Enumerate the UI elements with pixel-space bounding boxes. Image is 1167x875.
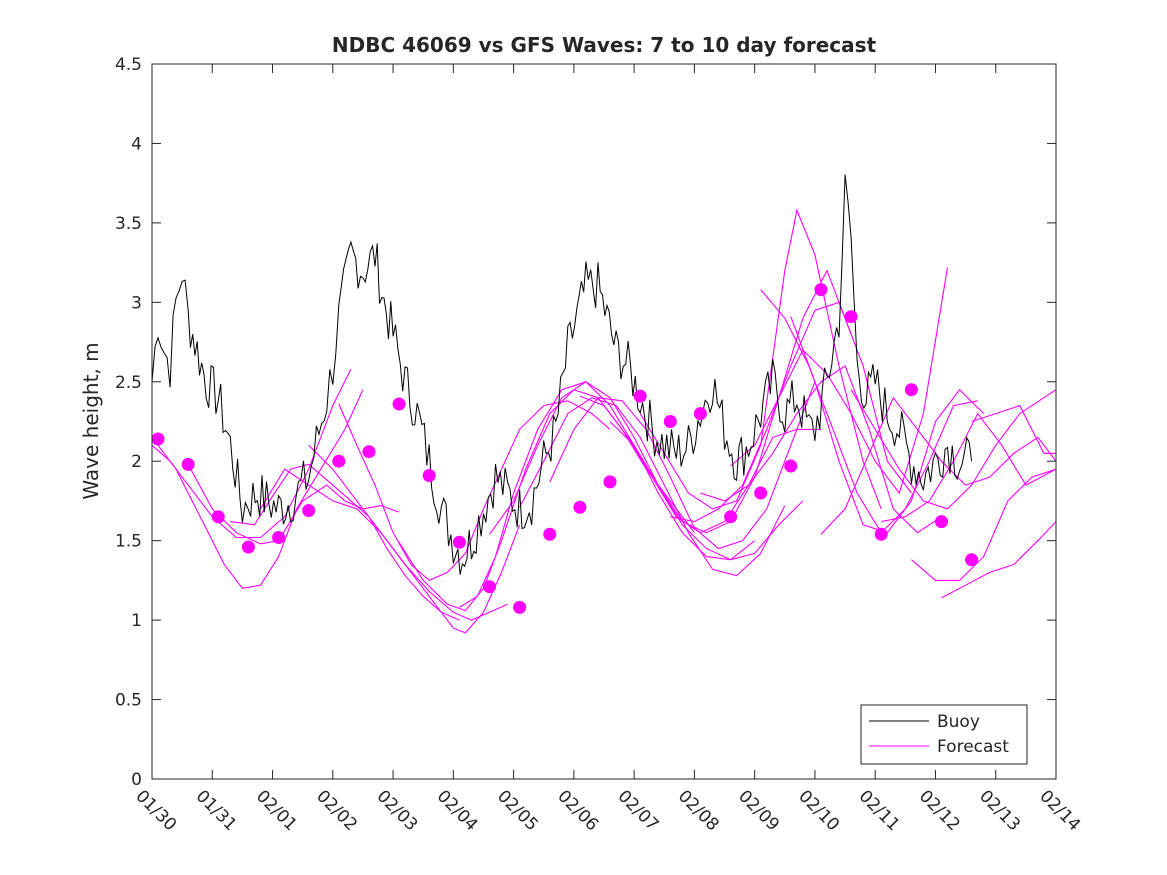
forecast-line	[459, 381, 756, 608]
y-tick-label: 1	[131, 611, 142, 631]
y-tick-label: 3.5	[115, 214, 142, 234]
buoy-series	[152, 174, 973, 575]
legend-box	[860, 704, 1028, 765]
forecast-marker	[904, 383, 918, 397]
forecast-marker	[633, 389, 647, 403]
forecast-line	[152, 368, 352, 539]
forecast-marker	[543, 527, 557, 541]
y-axis: 0 0.5 1 1.5 2 2.5 3 3.5 4 4.5	[115, 55, 1056, 790]
forecast-marker	[663, 415, 677, 428]
forecast-line	[760, 289, 978, 534]
forecast-line	[549, 381, 816, 550]
forecast-marker	[392, 397, 406, 411]
forecast-marker	[272, 531, 286, 544]
forecast-marker	[603, 475, 617, 489]
forecast-marker	[935, 515, 948, 529]
buoy-line	[152, 174, 973, 575]
forecast-marker	[965, 553, 979, 567]
forecast-marker	[693, 407, 707, 421]
forecast-marker	[151, 432, 165, 446]
y-tick-label: 0	[131, 770, 142, 790]
y-axis-label: Wave height, m	[79, 342, 103, 499]
legend: Buoy Forecast	[860, 704, 1028, 765]
y-tick-label: 3	[131, 293, 142, 313]
plot-background	[152, 64, 1056, 779]
forecast-marker	[422, 469, 436, 482]
forecast-series	[152, 208, 1056, 634]
forecast-line	[639, 208, 882, 510]
forecast-line	[971, 404, 1056, 454]
forecast-marker	[814, 283, 828, 297]
forecast-marker	[724, 510, 738, 524]
y-tick-label: 0.5	[115, 691, 142, 711]
forecast-marker	[483, 580, 496, 594]
forecast-line	[187, 464, 400, 545]
y-tick-label: 2.5	[115, 373, 142, 393]
plot-area	[151, 63, 1057, 780]
forecast-line	[941, 521, 1056, 599]
forecast-line	[911, 468, 1056, 581]
forecast-marker	[573, 500, 587, 514]
forecast-marker	[754, 486, 768, 500]
forecast-marker	[844, 310, 858, 324]
y-tick-label: 2	[131, 452, 142, 472]
forecast-line	[579, 395, 821, 534]
forecast-line	[881, 412, 1056, 523]
forecast-marker	[211, 510, 225, 524]
y-tick-label: 4.5	[115, 55, 142, 75]
forecast-line	[398, 389, 695, 612]
forecast-marker	[362, 445, 376, 459]
forecast-line	[308, 444, 521, 634]
forecast-line	[519, 397, 786, 577]
forecast-marker	[784, 459, 798, 473]
forecast-marker	[513, 600, 527, 614]
forecast-marker	[874, 527, 888, 541]
chart-title: NDBC 46069 vs GFS Waves: 7 to 10 day for…	[332, 33, 877, 57]
forecast-line	[850, 389, 1056, 510]
forecast-line	[820, 396, 1056, 535]
forecast-markers	[151, 283, 979, 614]
forecast-marker	[181, 457, 195, 471]
forecast-line	[670, 301, 912, 523]
forecast-line	[700, 365, 942, 534]
forecast-marker	[302, 504, 316, 517]
forecast-line	[230, 463, 460, 621]
legend-buoy-label: Buoy	[937, 712, 980, 732]
legend-forecast-label: Forecast	[937, 737, 1009, 757]
axes-box	[151, 63, 1057, 780]
forecast-line	[152, 389, 364, 589]
y-tick-label: 1.5	[115, 532, 142, 552]
y-tick-label: 4	[131, 134, 142, 154]
forecast-line	[489, 381, 804, 561]
forecast-marker	[452, 535, 466, 549]
forecast-marker	[332, 454, 346, 468]
forecast-line	[730, 267, 949, 495]
forecast-marker	[241, 540, 255, 554]
